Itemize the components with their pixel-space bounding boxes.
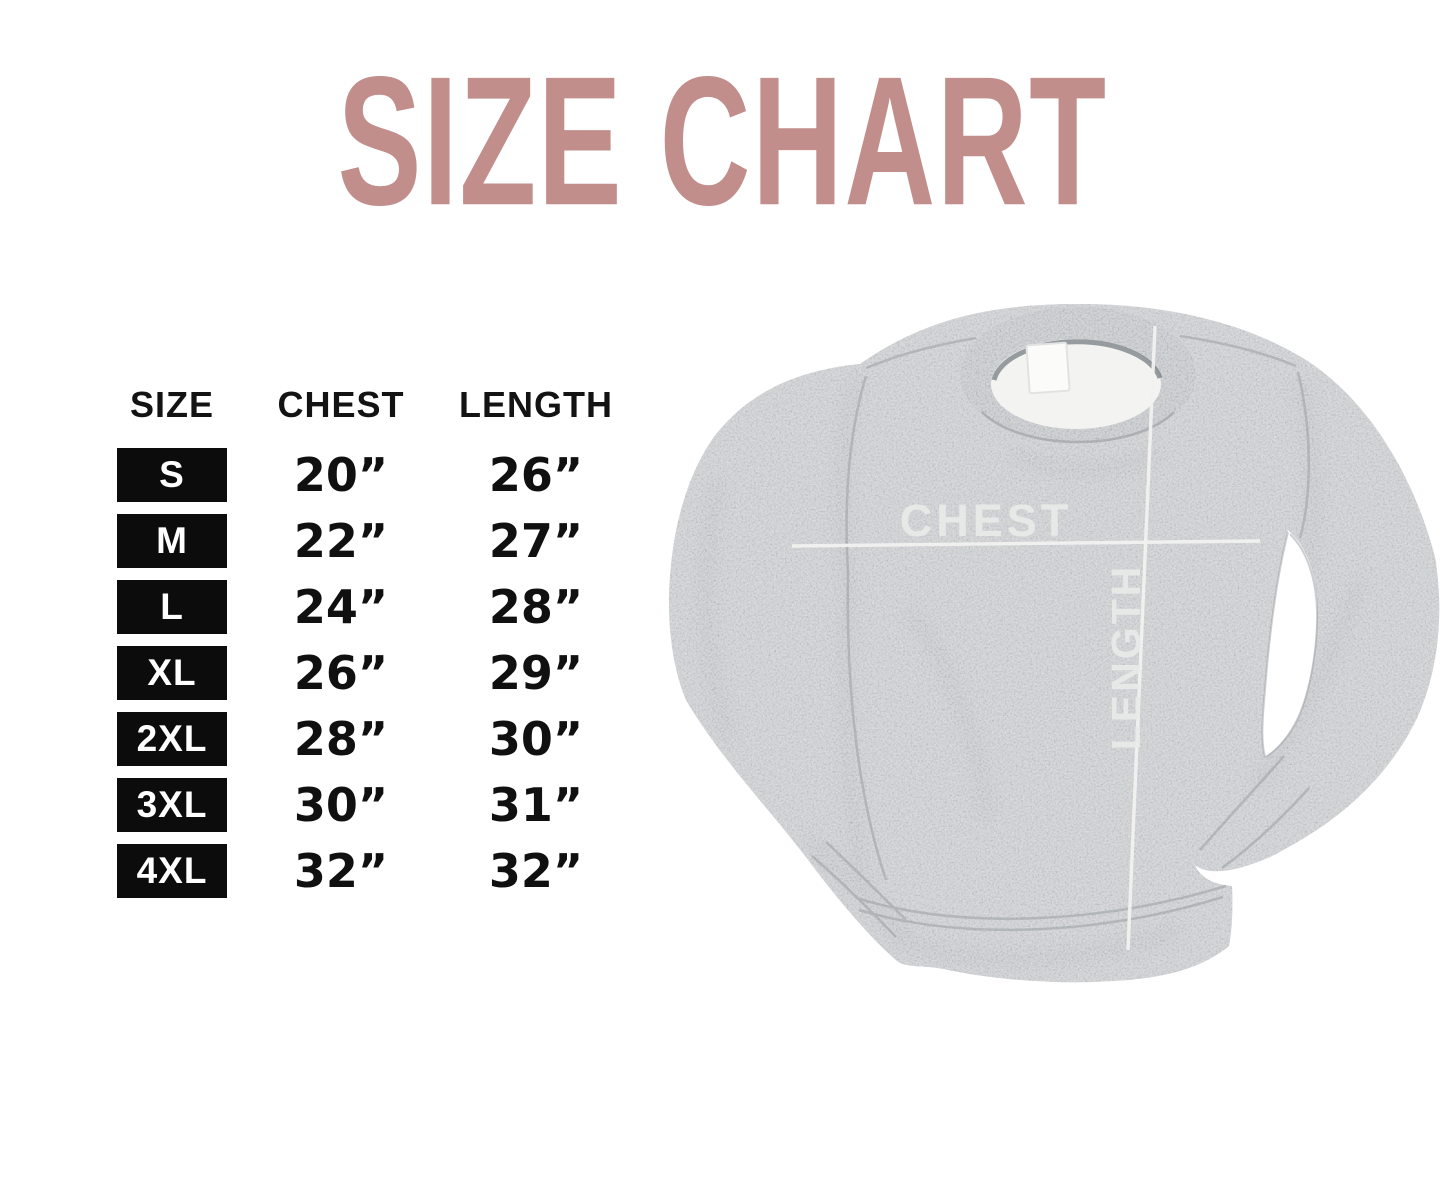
- table-row: M 22” 27”: [117, 514, 617, 568]
- length-value: 28”: [488, 580, 584, 634]
- size-table: SIZE CHEST LENGTH S 20” 26” M 22” 27”: [117, 372, 617, 910]
- size-badge: 3XL: [117, 778, 227, 832]
- table-row: S 20” 26”: [117, 448, 617, 502]
- sleeve-edge-line: [1265, 533, 1319, 758]
- neck-tag: [1025, 341, 1071, 395]
- chest-value: 22”: [293, 514, 389, 568]
- chest-value: 28”: [293, 712, 389, 766]
- column-header-length: LENGTH: [459, 384, 613, 425]
- length-value: 27”: [488, 514, 584, 568]
- size-label: 3XL: [136, 784, 208, 825]
- chest-value: 24”: [293, 580, 389, 634]
- size-badge: 4XL: [117, 844, 227, 898]
- size-label: XL: [147, 652, 197, 693]
- sweatshirt-photo: CHEST LENGTH: [668, 304, 1440, 983]
- collar-inner-shadow: [991, 339, 1163, 381]
- size-label: 4XL: [136, 850, 208, 891]
- seam-stitching: [811, 334, 1310, 938]
- chest-measure-line: [791, 539, 1261, 548]
- chest-value: 20”: [293, 448, 389, 502]
- chest-value: 26”: [293, 646, 389, 700]
- chest-label: CHEST: [900, 495, 1073, 546]
- table-row: L 24” 28”: [117, 580, 617, 634]
- chest-value: 30”: [293, 778, 389, 832]
- column-header-chest: CHEST: [277, 384, 405, 425]
- size-badge: L: [117, 580, 227, 634]
- size-badge: S: [117, 448, 227, 502]
- table-row: XL 26” 29”: [117, 646, 617, 700]
- collar-stitch: [981, 411, 1175, 444]
- length-value: 30”: [488, 712, 584, 766]
- size-label: M: [156, 520, 188, 561]
- length-label: LENGTH: [1103, 564, 1149, 751]
- size-label: L: [160, 586, 184, 627]
- length-value: 26”: [488, 448, 584, 502]
- armpit-gap: [1262, 530, 1318, 757]
- table-row: 4XL 32” 32”: [117, 844, 617, 898]
- table-header-row: SIZE CHEST LENGTH: [117, 372, 617, 438]
- size-label: 2XL: [136, 718, 208, 759]
- table-row: 3XL 30” 31”: [117, 778, 617, 832]
- page-title: SIZE CHART: [337, 38, 1108, 244]
- size-badge: M: [117, 514, 227, 568]
- length-value: 29”: [488, 646, 584, 700]
- size-label: S: [159, 454, 185, 495]
- length-value: 32”: [488, 844, 584, 898]
- size-badge: 2XL: [117, 712, 227, 766]
- body-edge-line: [1261, 531, 1289, 758]
- column-header-size: SIZE: [129, 384, 214, 425]
- size-badge: XL: [117, 646, 227, 700]
- chest-value: 32”: [293, 844, 389, 898]
- length-measure-line: [1126, 325, 1157, 951]
- length-value: 31”: [488, 778, 584, 832]
- table-row: 2XL 28” 30”: [117, 712, 617, 766]
